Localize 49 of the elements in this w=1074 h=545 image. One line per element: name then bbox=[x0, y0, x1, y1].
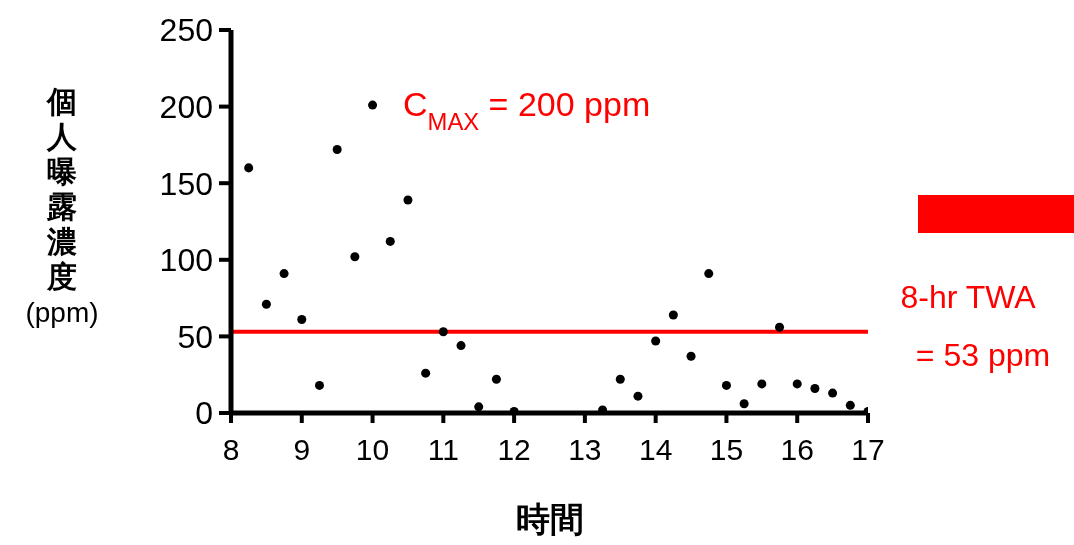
point bbox=[279, 269, 289, 279]
point bbox=[438, 327, 448, 337]
point bbox=[792, 379, 802, 389]
y-tick-label: 100 bbox=[159, 242, 213, 279]
point bbox=[297, 315, 307, 325]
x-tick-label: 9 bbox=[293, 433, 311, 467]
point bbox=[828, 388, 838, 398]
point bbox=[368, 100, 378, 110]
x-tick-label: 14 bbox=[638, 433, 673, 467]
ref-line-label: 8-hr TWA = 53 ppm bbox=[900, 278, 1051, 373]
x-tick-label: 15 bbox=[709, 433, 744, 467]
point bbox=[668, 310, 678, 320]
x-tick-label: 10 bbox=[355, 433, 390, 467]
point bbox=[633, 391, 643, 401]
x-tick-label: 11 bbox=[427, 433, 459, 467]
x-axis-title: 時間 bbox=[515, 500, 584, 538]
point bbox=[686, 351, 696, 361]
point bbox=[332, 144, 342, 154]
point bbox=[261, 299, 271, 309]
point bbox=[491, 374, 501, 384]
point bbox=[845, 400, 855, 410]
point bbox=[721, 380, 731, 390]
point bbox=[704, 269, 714, 279]
point bbox=[385, 236, 395, 246]
point bbox=[456, 341, 466, 351]
y-tick-label: 0 bbox=[195, 395, 213, 432]
point bbox=[421, 368, 431, 378]
y-tick-label: 150 bbox=[159, 165, 213, 202]
point bbox=[775, 322, 785, 332]
y-axis-title: 個人曝露濃度 (ppm) bbox=[25, 85, 99, 328]
y-tick-label: 50 bbox=[177, 318, 213, 355]
annotation: C$_{MAX}$ = 200 ppm bbox=[403, 85, 651, 135]
point bbox=[810, 383, 820, 393]
point bbox=[615, 374, 625, 384]
y-tick-label: 200 bbox=[159, 88, 213, 125]
y-tick-label: 250 bbox=[159, 12, 213, 49]
point bbox=[244, 163, 254, 173]
point bbox=[474, 402, 484, 412]
point bbox=[739, 399, 749, 409]
point bbox=[403, 195, 413, 205]
point bbox=[757, 379, 767, 389]
point bbox=[350, 252, 360, 262]
x-tick-label: 12 bbox=[497, 433, 531, 467]
x-tick-label: 17 bbox=[851, 433, 885, 467]
point bbox=[651, 336, 661, 346]
x-tick-label: 13 bbox=[568, 433, 602, 467]
x-tick-label: 8 bbox=[222, 433, 240, 467]
point bbox=[314, 380, 324, 390]
x-tick-label: 16 bbox=[780, 433, 814, 467]
